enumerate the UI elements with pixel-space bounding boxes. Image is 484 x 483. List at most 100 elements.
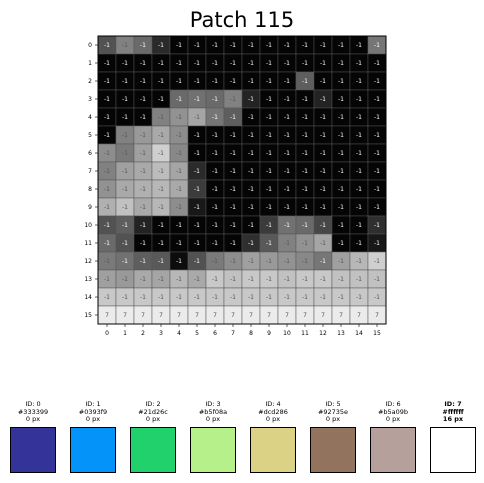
- cell-label: -1: [230, 240, 236, 247]
- cell-label: -1: [248, 42, 254, 49]
- cell-label: -1: [284, 294, 290, 301]
- cell-label: -1: [302, 78, 308, 85]
- cell-label: -1: [302, 168, 308, 175]
- cell-label: -1: [338, 240, 344, 247]
- cell-label: -1: [176, 186, 182, 193]
- cell-label: -1: [104, 114, 110, 121]
- cell-label: -1: [356, 276, 362, 283]
- cell-label: -1: [302, 204, 308, 211]
- cell-label: -1: [194, 168, 200, 175]
- x-tick-label: 7: [231, 330, 235, 337]
- cell-label: -1: [302, 60, 308, 67]
- cell-label: -1: [284, 114, 290, 121]
- y-tick-label: 6: [88, 150, 92, 157]
- cell-label: -1: [194, 186, 200, 193]
- cell-label: -1: [194, 258, 200, 265]
- x-tick-label: 3: [159, 330, 163, 337]
- cell-label: -1: [320, 60, 326, 67]
- cell-label: 7: [339, 312, 343, 319]
- cell-label: -1: [140, 186, 146, 193]
- cell-label: -1: [158, 114, 164, 121]
- cell-label: -1: [356, 294, 362, 301]
- cell-label: -1: [266, 114, 272, 121]
- cell-label: -1: [248, 240, 254, 247]
- y-tick-label: 13: [84, 276, 92, 283]
- cell-label: -1: [284, 222, 290, 229]
- cell-label: -1: [104, 258, 110, 265]
- cell-label: -1: [158, 168, 164, 175]
- cell-label: -1: [176, 132, 182, 139]
- cell-label: 7: [231, 312, 235, 319]
- cell-label: -1: [320, 222, 326, 229]
- cell-label: -1: [212, 168, 218, 175]
- cell-label: -1: [302, 96, 308, 103]
- cell-label: -1: [140, 168, 146, 175]
- cell-label: -1: [248, 168, 254, 175]
- cell-label: -1: [122, 240, 128, 247]
- cell-label: -1: [212, 132, 218, 139]
- cell-label: -1: [176, 276, 182, 283]
- x-tick-label: 1: [123, 330, 127, 337]
- cell-label: -1: [284, 78, 290, 85]
- cell-label: -1: [266, 222, 272, 229]
- cell-label: -1: [266, 276, 272, 283]
- cell-label: -1: [194, 42, 200, 49]
- cell-label: -1: [176, 114, 182, 121]
- cell-label: 7: [285, 312, 289, 319]
- cell-label: -1: [212, 42, 218, 49]
- cell-label: -1: [176, 60, 182, 67]
- cell-label: -1: [284, 204, 290, 211]
- cell-label: -1: [122, 258, 128, 265]
- cell-label: -1: [302, 240, 308, 247]
- x-tick-label: 9: [267, 330, 271, 337]
- cell-label: -1: [320, 78, 326, 85]
- cell-label: -1: [212, 78, 218, 85]
- cell-label: -1: [212, 204, 218, 211]
- cell-label: -1: [320, 258, 326, 265]
- cell-label: -1: [230, 96, 236, 103]
- cell-label: -1: [338, 204, 344, 211]
- cell-label: 7: [123, 312, 127, 319]
- cell-label: -1: [248, 258, 254, 265]
- cell-label: -1: [374, 60, 380, 67]
- y-tick-label: 0: [88, 42, 92, 49]
- cell-label: -1: [320, 114, 326, 121]
- cell-label: -1: [194, 276, 200, 283]
- cell-label: -1: [212, 240, 218, 247]
- cell-label: -1: [248, 150, 254, 157]
- cell-label: 7: [213, 312, 217, 319]
- x-tick-label: 8: [249, 330, 253, 337]
- cell-label: -1: [230, 114, 236, 121]
- cell-label: -1: [320, 168, 326, 175]
- cell-label: -1: [194, 114, 200, 121]
- cell-label: -1: [320, 42, 326, 49]
- cell-label: -1: [284, 96, 290, 103]
- cell-label: -1: [212, 258, 218, 265]
- cell-label: -1: [266, 240, 272, 247]
- cell-label: 7: [321, 312, 325, 319]
- cell-label: -1: [158, 204, 164, 211]
- cell-label: -1: [248, 96, 254, 103]
- cell-label: 7: [303, 312, 307, 319]
- cell-label: -1: [374, 186, 380, 193]
- cell-label: -1: [140, 42, 146, 49]
- cell-label: -1: [158, 222, 164, 229]
- cell-label: -1: [140, 132, 146, 139]
- cell-label: -1: [374, 276, 380, 283]
- cell-label: -1: [122, 150, 128, 157]
- cell-label: -1: [140, 204, 146, 211]
- cell-label: -1: [320, 96, 326, 103]
- cell-label: -1: [338, 132, 344, 139]
- cell-label: -1: [122, 60, 128, 67]
- y-tick-label: 3: [88, 96, 92, 103]
- cell-label: -1: [194, 240, 200, 247]
- cell-label: -1: [356, 96, 362, 103]
- x-tick-label: 14: [355, 330, 363, 337]
- cell-label: -1: [374, 294, 380, 301]
- cell-label: -1: [302, 114, 308, 121]
- cell-label: -1: [212, 96, 218, 103]
- cell-label: -1: [338, 276, 344, 283]
- cell-label: -1: [302, 42, 308, 49]
- heatmap-border: [97, 35, 387, 325]
- y-tick-label: 2: [88, 78, 92, 85]
